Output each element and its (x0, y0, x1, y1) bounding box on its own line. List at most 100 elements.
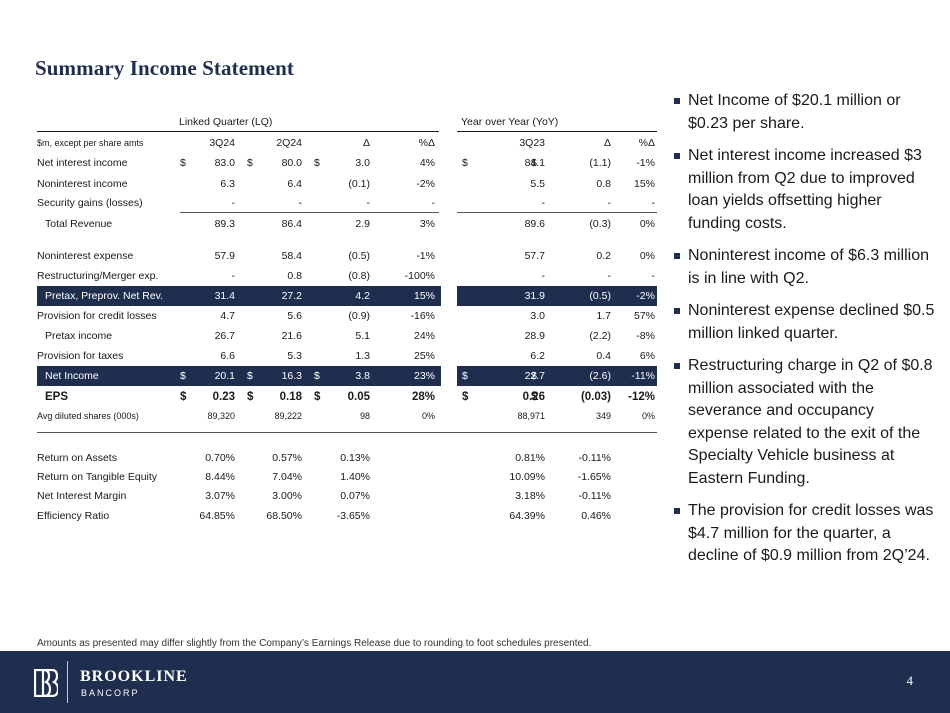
cell-c2: 89,222 (274, 411, 302, 421)
table-row: Noninterest expense 57.9 58.4 (0.5) -1% 57.7 0… (37, 246, 657, 266)
cell-c3: 0.13% (340, 452, 370, 464)
cell-c5: 6.2 (530, 350, 545, 362)
cell-c5: 28.9 (524, 330, 545, 342)
cell-c4: 0% (421, 411, 435, 421)
cell-c4: 25% (413, 350, 435, 362)
cell-c2: 5.3 (287, 350, 302, 362)
cell-c6: - (607, 270, 612, 282)
bullet-text: Noninterest expense declined $0.5 millio… (688, 302, 935, 342)
section-rule (37, 432, 657, 433)
cell-c2: 0.8 (287, 270, 302, 282)
cell-c4: 15% (413, 290, 435, 302)
row-label: Security gains (losses) (37, 197, 143, 209)
dollar-sign: $ (531, 370, 537, 382)
group-header-linked-quarter: Linked Quarter (LQ) (179, 116, 273, 128)
cell-c3: 1.40% (340, 471, 370, 483)
table-row: Return on Tangible Equity 8.44% 7.04% 1.40%… (37, 467, 657, 487)
cell-c5: 3.0 (530, 310, 545, 322)
cell-c2: 27.2 (281, 290, 302, 302)
footnote: Amounts as presented may differ slightly… (37, 638, 592, 649)
table-row: Total Revenue 89.3 86.4 2.9 3% 89.6 (0.3) 0% (37, 214, 657, 234)
logo-divider (67, 661, 68, 703)
cell-c5: 0.26 (522, 391, 545, 403)
cell-c3: -3.65% (336, 510, 370, 522)
cell-c7: 0% (639, 218, 655, 230)
cell-c5: 3.18% (515, 490, 545, 502)
header-label: $m, except per share amts (37, 138, 144, 148)
cell-c1: - (231, 197, 236, 209)
header-rule-yoy (457, 131, 657, 132)
column-header-c4: %Δ (418, 137, 435, 149)
bullet-text: Noninterest income of $6.3 million is in… (688, 247, 930, 287)
dollar-sign: $ (531, 391, 538, 403)
bullet-square-icon (674, 153, 680, 159)
cell-c3: 2.9 (355, 218, 370, 230)
dollar-sign: $ (462, 157, 468, 169)
row-label: Return on Tangible Equity (37, 471, 158, 483)
cell-c4: -100% (404, 270, 435, 282)
cell-c2: 80.0 (281, 157, 302, 169)
bullet-item: Net Income of $20.1 million or $0.23 per… (674, 90, 936, 135)
cell-c2: 6.4 (287, 178, 302, 190)
cell-c6: -0.11% (578, 490, 612, 502)
cell-c7: 0% (639, 250, 655, 262)
cell-c2: 86.4 (281, 218, 302, 230)
table-row: Net interest income $83.0 $80.0 $3.0 4% $84.1… (37, 153, 657, 173)
brand-name: BROOKLINE (80, 668, 188, 685)
cell-c3: 0.07% (340, 490, 370, 502)
table-row: Provision for taxes 6.6 5.3 1.3 25% 6.2 0.4 6% (37, 346, 657, 366)
dollar-sign: $ (247, 370, 253, 382)
row-label: Noninterest expense (37, 250, 134, 262)
cell-c3: 3.8 (355, 370, 370, 382)
row-label: Pretax income (45, 330, 113, 342)
cell-c5: - (541, 270, 546, 282)
cell-c3: (0.1) (348, 178, 370, 190)
cell-c3: 98 (359, 411, 370, 421)
table-row: Return on Assets 0.70% 0.57% 0.13% 0.81% -0.1… (37, 448, 657, 468)
cell-c6: (0.5) (589, 290, 611, 302)
brand-subname: BANCORP (81, 688, 140, 698)
row-label: Total Revenue (45, 218, 113, 230)
cell-c2: 58.4 (281, 250, 302, 262)
cell-c5: 5.5 (530, 178, 545, 190)
cell-c7: - (651, 270, 656, 282)
cell-c4: -2% (416, 178, 435, 190)
cell-c1: 31.4 (214, 290, 235, 302)
cell-c2: 0.18 (279, 391, 302, 403)
cell-c5: 22.7 (524, 370, 545, 382)
cell-c5: 64.39% (509, 510, 545, 522)
cell-c7: -11% (631, 370, 655, 382)
cell-c6: (1.1) (589, 157, 611, 169)
cell-c1: 20.1 (214, 370, 235, 382)
commentary-bullets: Net Income of $20.1 million or $0.23 per… (674, 90, 936, 578)
cell-c3: 1.3 (355, 350, 370, 362)
cell-c2: 68.50% (266, 510, 302, 522)
cell-c3: (0.9) (348, 310, 370, 322)
cell-c1: 3.07% (205, 490, 235, 502)
bullet-item: Restructuring charge in Q2 of $0.8 milli… (674, 355, 936, 490)
cell-c3: (0.5) (348, 250, 370, 262)
cell-c5: - (541, 197, 546, 209)
column-header-c1: 3Q24 (209, 137, 235, 149)
cell-c1: 4.7 (220, 310, 235, 322)
cell-c7: -8% (636, 330, 655, 342)
page-title: Summary Income Statement (35, 56, 295, 80)
cell-c1: 0.70% (205, 452, 235, 464)
cell-c3: 4.2 (355, 290, 370, 302)
cell-c3: 5.1 (355, 330, 370, 342)
cell-c5: 88,971 (517, 411, 545, 421)
cell-c1: 6.3 (220, 178, 235, 190)
bullet-text: Net interest income increased $3 million… (688, 147, 922, 232)
cell-c7: 57% (633, 310, 655, 322)
row-label: EPS (45, 391, 69, 403)
cell-c7: 6% (639, 350, 655, 362)
cell-c7: 15% (633, 178, 655, 190)
page-number: 4 (906, 673, 914, 688)
cell-c6: 0.2 (596, 250, 611, 262)
cell-c2: 16.3 (281, 370, 302, 382)
table-row: Restructuring/Merger exp. - 0.8 (0.8) -100% -… (37, 266, 657, 286)
cell-c4: 23% (413, 370, 435, 382)
cell-c6: -1.65% (577, 471, 611, 483)
brookline-logo-icon (34, 669, 58, 697)
row-label: Net Interest Margin (37, 490, 127, 502)
